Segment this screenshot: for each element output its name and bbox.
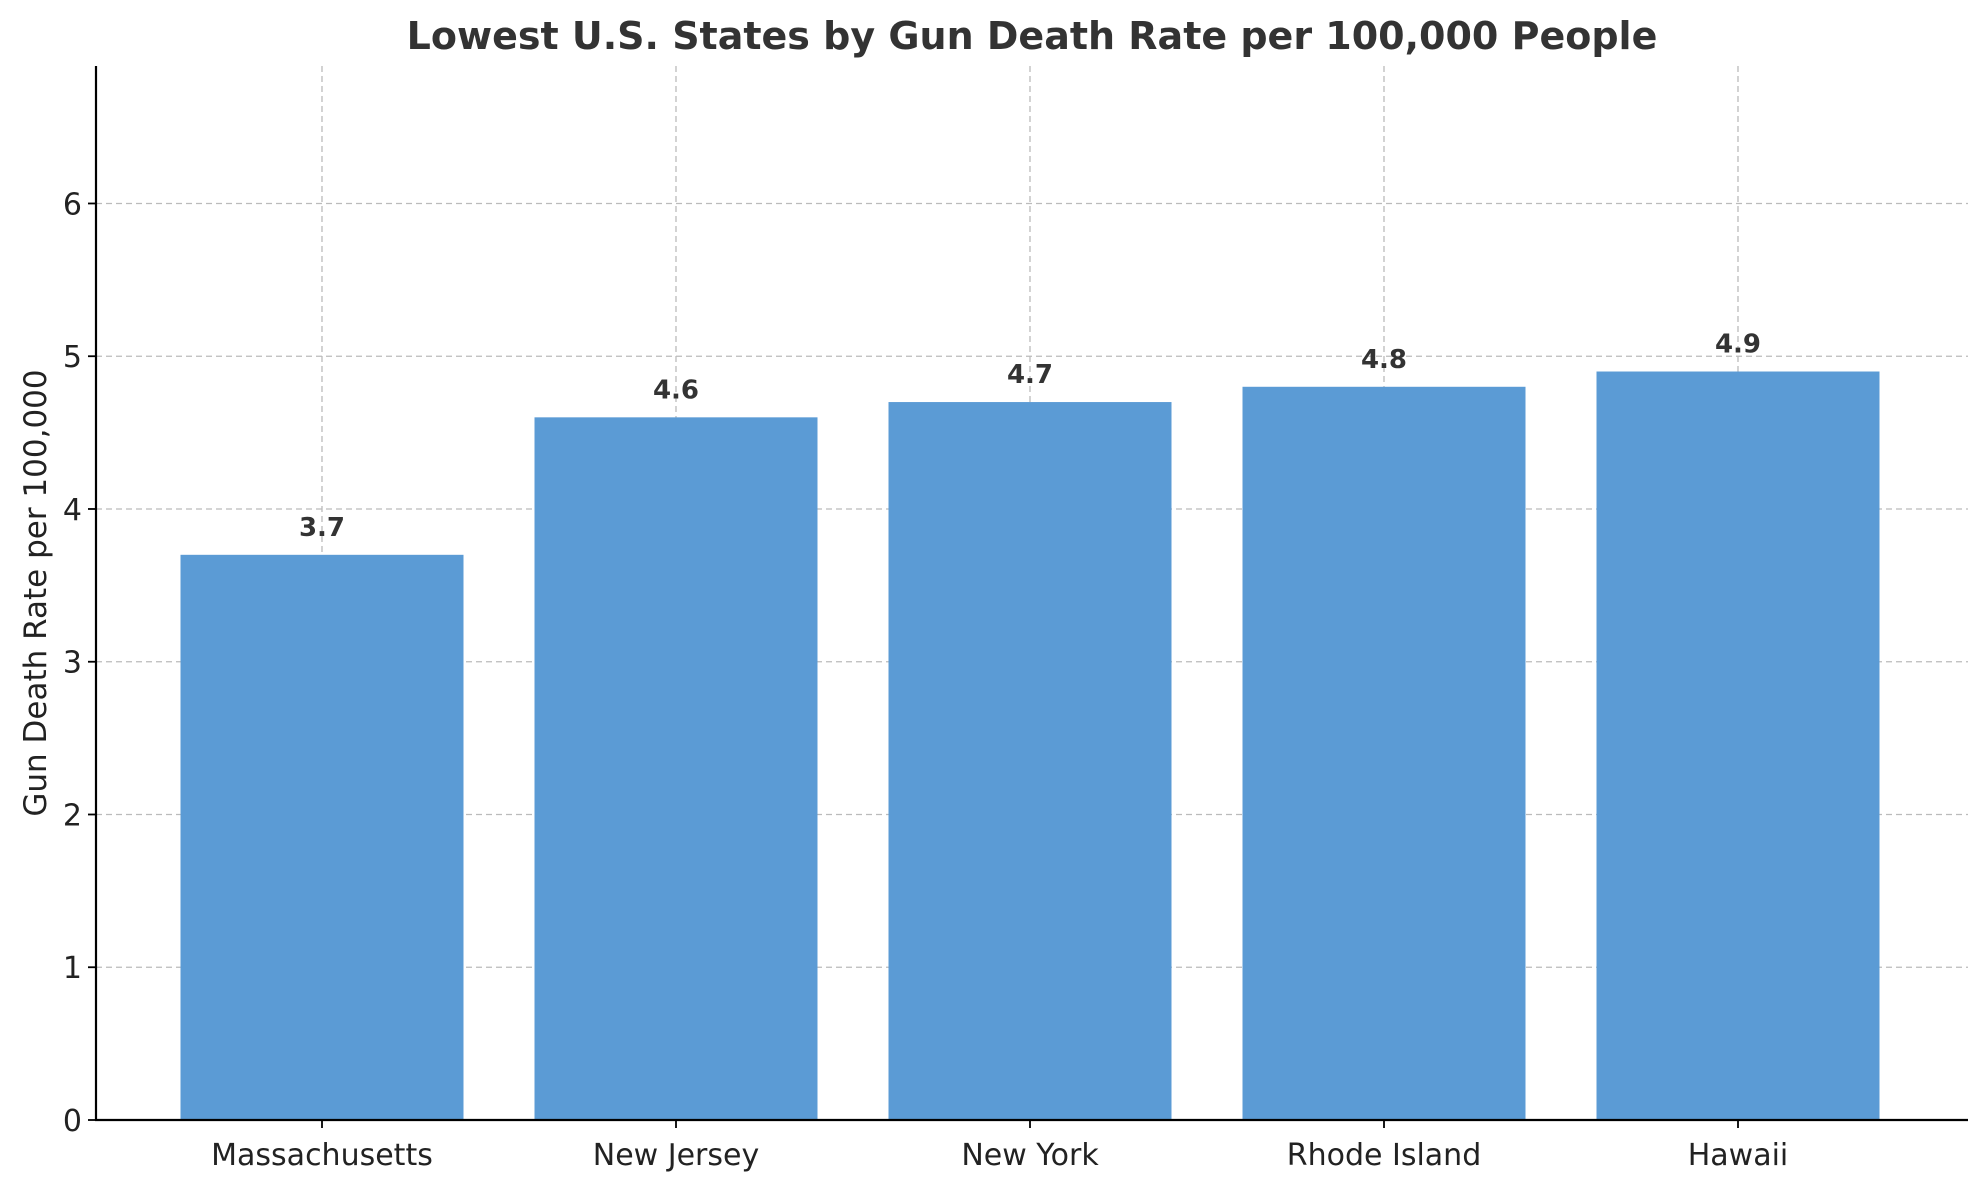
y-tick-label: 1 xyxy=(63,951,82,986)
bar-value-label: 4.7 xyxy=(1007,360,1053,390)
x-tick-label: New York xyxy=(961,1138,1099,1173)
bar-new-jersey xyxy=(534,417,818,1120)
bar-value-label: 3.7 xyxy=(299,513,345,543)
y-tick-label: 2 xyxy=(63,798,82,833)
y-axis-label: Gun Death Rate per 100,000 xyxy=(18,369,54,816)
bar-massachusetts xyxy=(180,554,464,1120)
labels-layer: 3.7 4.6 4.7 4.8 4.9 xyxy=(299,330,1761,543)
chart-title: Lowest U.S. States by Gun Death Rate per… xyxy=(407,14,1658,58)
x-tick-label: Massachusetts xyxy=(211,1138,433,1173)
y-tick-label: 3 xyxy=(63,646,82,681)
x-tick-label: New Jersey xyxy=(593,1138,759,1173)
axes-layer xyxy=(94,66,1968,1122)
bar-value-label: 4.8 xyxy=(1361,345,1407,375)
bars-layer xyxy=(180,371,1880,1121)
y-tick-label: 5 xyxy=(63,340,82,375)
bar-rhode-island xyxy=(1242,386,1526,1121)
bar-new-york xyxy=(888,402,1172,1120)
x-tick-label: Hawaii xyxy=(1688,1138,1789,1173)
x-tick-label: Rhode Island xyxy=(1287,1138,1482,1173)
bar-hawaii xyxy=(1596,371,1880,1121)
ticks-layer: 0 1 2 3 4 5 6 Massachusetts New Jersey New York Rh… xyxy=(63,187,1788,1173)
bar-value-label: 4.6 xyxy=(653,375,699,405)
y-tick-label: 0 xyxy=(63,1104,82,1139)
y-tick-label: 6 xyxy=(63,187,82,222)
y-tick-label: 4 xyxy=(63,493,82,528)
bar-value-label: 4.9 xyxy=(1715,330,1761,360)
